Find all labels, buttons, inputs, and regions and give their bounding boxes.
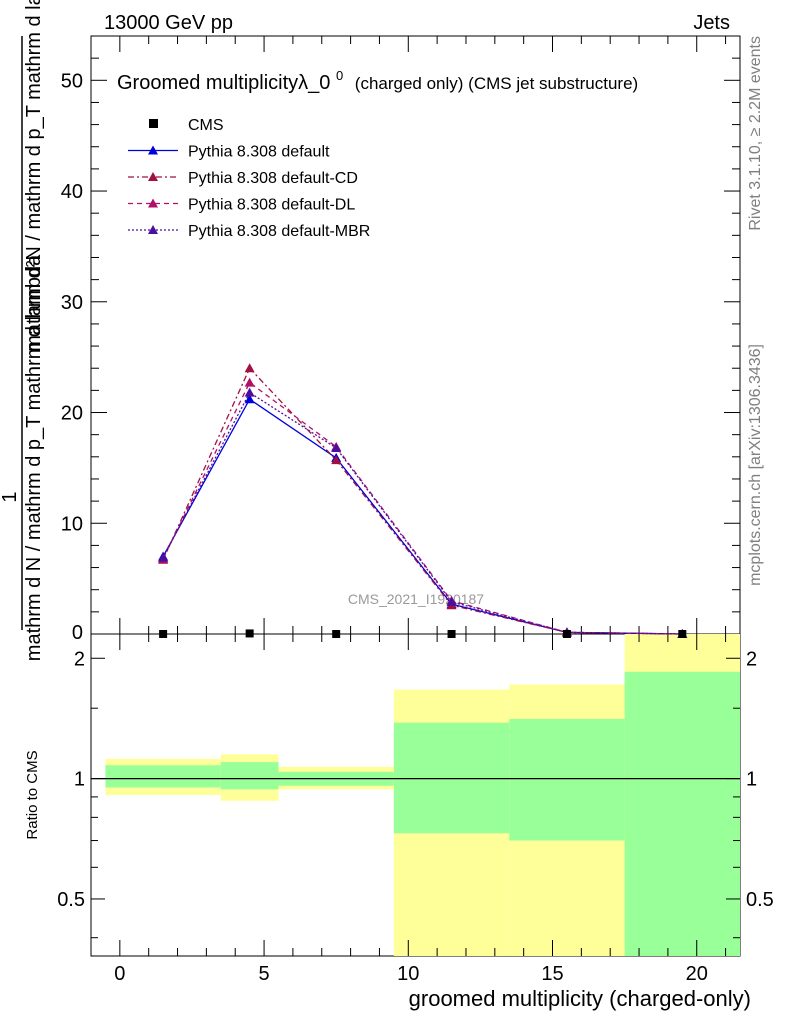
legend-marker-1 <box>148 172 158 181</box>
legend-marker-2 <box>148 198 158 208</box>
data-point <box>562 630 571 638</box>
main-ytick-label: 10 <box>61 513 83 535</box>
data-point <box>678 630 687 638</box>
main-ytick-label: 0 <box>72 622 83 644</box>
ratio-stat-band-3 <box>393 722 510 834</box>
main-ylabel-top: mathrm d²N / mathrm d p_T mathrm d lambd… <box>23 0 45 352</box>
main-series <box>158 363 688 638</box>
ratio-ytick-label-right: 2 <box>746 648 757 670</box>
series-point-3 <box>331 442 342 452</box>
ratio-ytick-label-right: 1 <box>746 769 757 791</box>
ratio-ylabel: Ratio to CMS <box>24 750 41 839</box>
series-point-3 <box>244 387 255 397</box>
main-axes: 0 10 20 30 40 50 <box>61 57 740 644</box>
legend-label-3: Pythia 8.308 default-MBR <box>188 223 370 240</box>
main-ytick-label: 30 <box>61 292 83 314</box>
data-point <box>332 630 341 638</box>
mcplots-label: mcplots.cern.ch [arXiv:1306.3436] <box>747 344 764 586</box>
ratio-xlabel: groomed multiplicity (charged-only) <box>409 986 751 1011</box>
ratio-bands <box>91 634 740 956</box>
header-left: 13000 GeV pp <box>104 12 233 34</box>
series-point-1 <box>331 455 342 465</box>
series-point-3 <box>446 596 457 606</box>
main-title-sup: 0 <box>336 68 343 83</box>
main-ytick-label: 20 <box>61 403 83 425</box>
main-title-subtitle: (charged only) (CMS jet substructure) <box>355 74 638 93</box>
data-point <box>245 629 254 638</box>
series-line-1 <box>162 367 683 635</box>
legend-label-data: CMS <box>188 117 224 134</box>
main-ylabel-numerator: 1 <box>0 491 21 502</box>
legend-label-1: Pythia 8.308 default-CD <box>188 170 358 187</box>
rivet-label: Rivet 3.1.10, ≥ 2.2M events <box>747 36 764 231</box>
ratio-xtick-label: 10 <box>397 963 419 985</box>
ratio-stat-band-1 <box>220 762 279 790</box>
series-point-0 <box>244 394 255 404</box>
legend: CMS Pythia 8.308 default Pythia 8.308 defa… <box>128 117 370 240</box>
ratio-stat-band-4 <box>509 718 625 841</box>
main-ytick-label: 40 <box>61 181 83 203</box>
ratio-xtick-label: 5 <box>259 963 270 985</box>
ratio-xtick-label: 20 <box>686 963 708 985</box>
ratio-ytick-label-right: 0.5 <box>746 889 774 911</box>
ratio-axes: 0.5 0.51 12 20 5 10 15 20 <box>57 36 774 985</box>
ratio-stat-band-0 <box>105 765 221 788</box>
ratio-ytick-label: 0.5 <box>57 889 85 911</box>
data-point <box>159 630 168 638</box>
series-line-2 <box>162 381 683 635</box>
legend-label-2: Pythia 8.308 default-DL <box>188 197 355 214</box>
main-ylabel-denominator: mathrm d N / mathrm d p_T mathrm d lambd… <box>23 254 45 661</box>
main-title: Groomed multiplicityλ_0 0 (charged only)… <box>117 63 638 94</box>
series-point-3 <box>158 552 169 562</box>
ratio-xtick-label: 15 <box>541 963 563 985</box>
main-title-text: Groomed multiplicityλ_0 <box>117 72 330 94</box>
ratio-xtick-label: 0 <box>114 963 125 985</box>
legend-marker-0 <box>148 145 158 155</box>
watermark: CMS_2021_I1920187 <box>348 591 484 607</box>
ratio-stat-band-5 <box>624 671 740 956</box>
series-point-2 <box>244 377 255 387</box>
main-ytick-label: 50 <box>61 70 83 92</box>
legend-marker-3 <box>148 225 158 234</box>
header-right: Jets <box>693 12 730 34</box>
legend-marker-data <box>149 119 158 128</box>
data-point <box>447 630 456 638</box>
series-line-3 <box>162 391 683 635</box>
ratio-ytick-label: 1 <box>74 769 85 791</box>
ratio-ytick-label: 2 <box>74 648 85 670</box>
legend-label-0: Pythia 8.308 default <box>188 144 330 161</box>
series-point-1 <box>244 363 255 373</box>
main-ylabel: 1 mathrm d²N / mathrm d p_T mathrm d lam… <box>0 0 45 661</box>
